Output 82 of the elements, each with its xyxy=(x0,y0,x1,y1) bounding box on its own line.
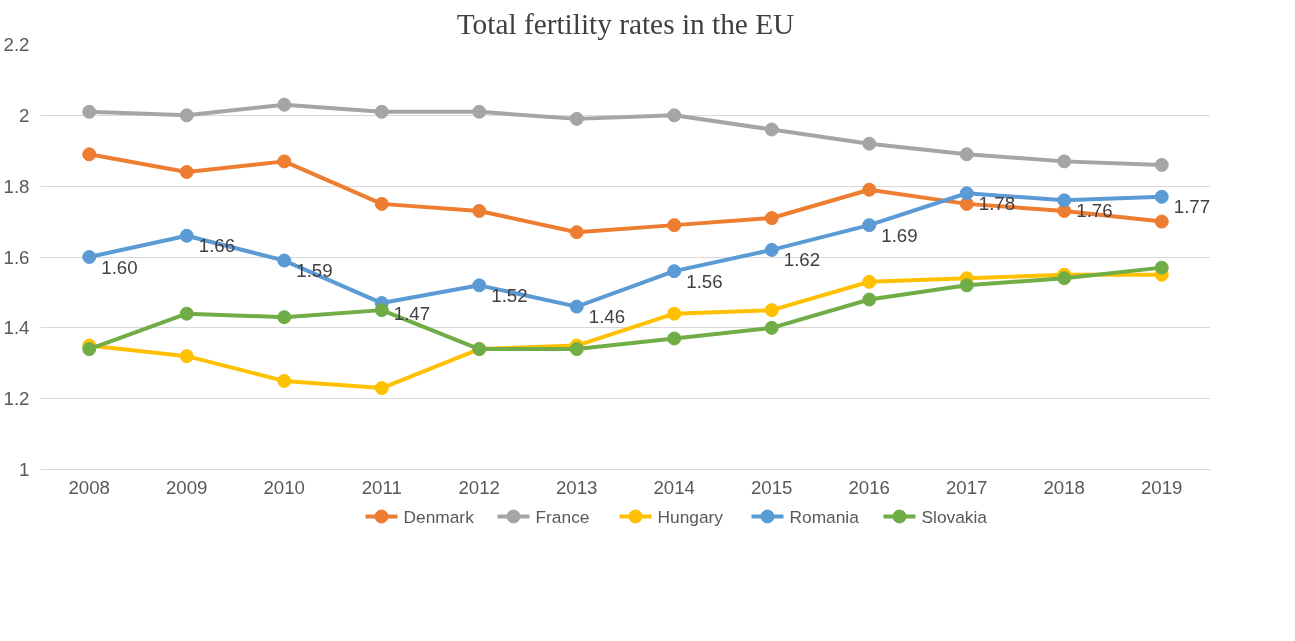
point xyxy=(1057,271,1072,286)
point xyxy=(374,303,389,318)
legend-label: Hungary xyxy=(657,506,724,527)
x-tick-label: 2018 xyxy=(1043,476,1086,498)
point xyxy=(764,303,779,318)
point xyxy=(959,147,974,162)
point xyxy=(1154,157,1169,172)
point xyxy=(667,218,682,233)
point xyxy=(667,306,682,321)
point xyxy=(82,250,97,264)
x-tick-label: 2012 xyxy=(458,476,501,498)
point xyxy=(862,218,877,233)
point xyxy=(277,310,292,325)
point xyxy=(277,253,292,268)
point xyxy=(569,299,584,314)
point xyxy=(764,320,779,335)
data-label: 1.62 xyxy=(783,249,821,271)
point xyxy=(374,104,389,119)
point xyxy=(667,331,682,346)
point xyxy=(277,373,292,388)
x-tick-label: 2008 xyxy=(68,476,111,498)
y-tick-label: 1.4 xyxy=(3,317,30,339)
x-tick-label: 2009 xyxy=(166,476,208,498)
point xyxy=(862,292,877,307)
data-label: 1.69 xyxy=(881,224,918,246)
data-label: 1.60 xyxy=(101,256,138,278)
data-label: 1.56 xyxy=(686,270,723,292)
point xyxy=(764,242,779,257)
x-tick-label: 2011 xyxy=(361,476,402,498)
point xyxy=(277,97,292,112)
point xyxy=(667,264,682,279)
point xyxy=(179,165,194,179)
point xyxy=(374,196,389,211)
x-tick-label: 2019 xyxy=(1141,476,1183,498)
point xyxy=(959,186,974,201)
x-tick-label: 2017 xyxy=(946,476,988,498)
y-tick-label: 1.6 xyxy=(3,246,30,268)
x-tick-label: 2013 xyxy=(556,476,598,498)
data-label: 1.77 xyxy=(1173,196,1211,218)
point xyxy=(1057,193,1072,208)
point xyxy=(862,182,877,197)
point xyxy=(1154,260,1169,275)
point xyxy=(569,225,584,240)
point xyxy=(472,104,487,119)
point xyxy=(764,211,779,226)
point xyxy=(472,203,487,218)
point xyxy=(862,136,877,151)
point xyxy=(569,342,584,357)
point xyxy=(277,154,292,169)
legend-label: Romania xyxy=(789,506,860,527)
y-tick-label: 2.2 xyxy=(3,34,30,55)
point xyxy=(179,306,194,321)
x-tick-label: 2010 xyxy=(263,476,306,498)
x-tick-label: 2014 xyxy=(653,476,696,498)
point xyxy=(82,342,97,357)
legend-label: Denmark xyxy=(403,506,475,527)
data-label: 1.46 xyxy=(588,306,626,328)
point xyxy=(1057,154,1072,169)
y-tick-label: 1.2 xyxy=(3,388,30,410)
point xyxy=(374,381,389,396)
point xyxy=(179,228,194,243)
point xyxy=(959,278,974,293)
y-tick-label: 1.8 xyxy=(3,175,30,197)
y-tick-label: 2 xyxy=(19,104,30,126)
legend-label: France xyxy=(535,506,590,527)
point xyxy=(1154,189,1169,204)
y-tick-label: 1 xyxy=(19,459,30,480)
point xyxy=(82,147,97,162)
x-tick-label: 2015 xyxy=(751,476,793,498)
chart-title: Total fertility rates in the EU xyxy=(456,7,795,40)
point xyxy=(1154,214,1169,229)
point xyxy=(82,104,97,119)
legend-label: Slovakia xyxy=(921,506,988,527)
point xyxy=(667,108,682,123)
point xyxy=(179,108,194,123)
x-tick-label: 2016 xyxy=(848,476,891,498)
point xyxy=(569,111,584,126)
point xyxy=(764,122,779,137)
point xyxy=(179,349,194,364)
point xyxy=(862,274,877,289)
point xyxy=(472,278,487,293)
data-label: 1.47 xyxy=(393,302,431,324)
